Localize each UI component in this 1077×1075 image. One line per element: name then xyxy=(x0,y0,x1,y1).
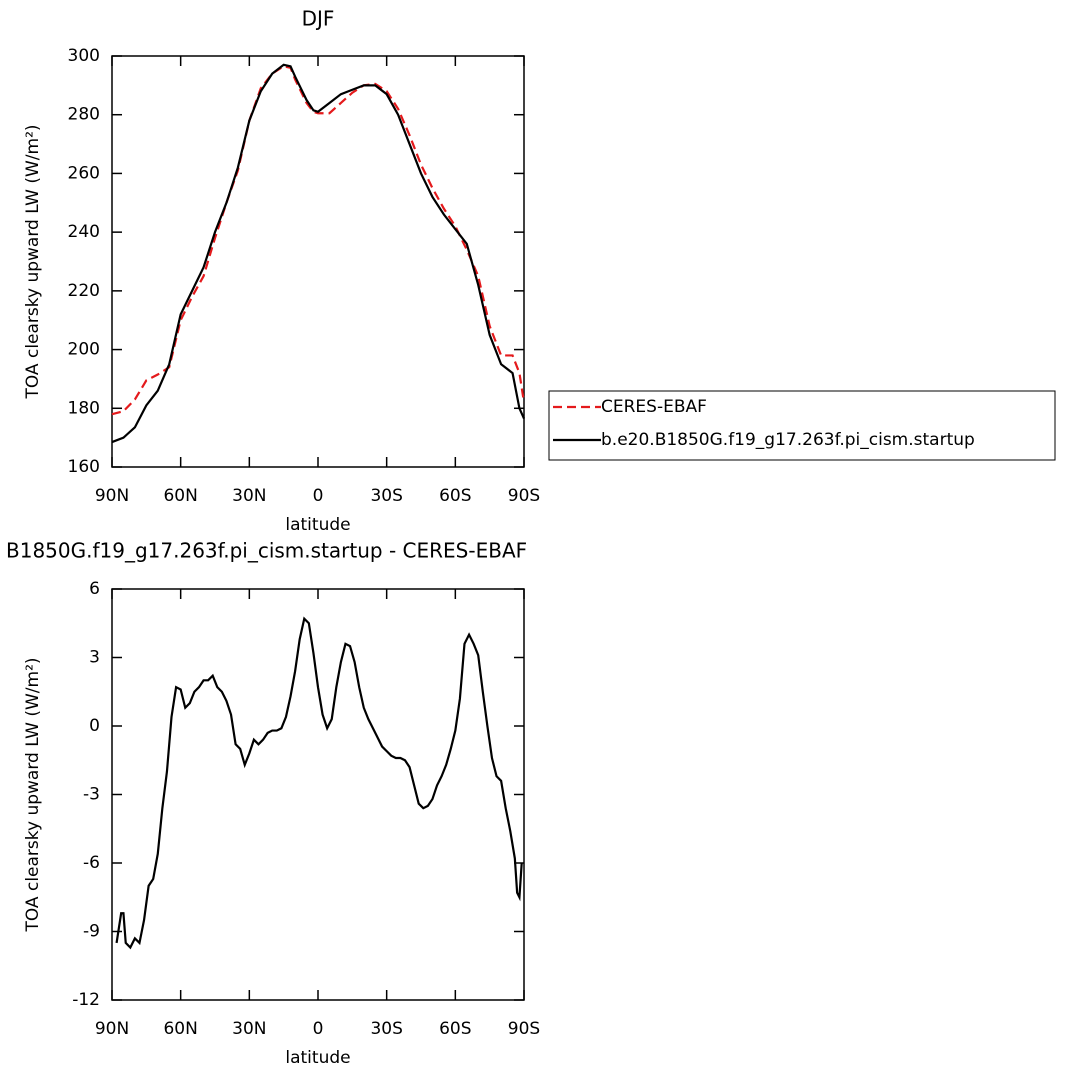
y-tick-label: -9 xyxy=(83,922,100,942)
x-tick-label: 90S xyxy=(508,486,540,506)
y-tick-label: 3 xyxy=(89,648,100,668)
legend-label: b.e20.B1850G.f19_g17.263f.pi_cism.startu… xyxy=(601,430,975,450)
chart-title: DJF xyxy=(302,7,335,31)
x-tick-label: 60N xyxy=(163,486,197,506)
data-line xyxy=(115,616,523,950)
y-axis-label: TOA clearsky upward LW (W/m²) xyxy=(23,124,43,399)
x-tick-label: 90N xyxy=(95,486,129,506)
x-tick-label: 30N xyxy=(232,1019,266,1039)
y-tick-label: 280 xyxy=(68,105,100,125)
y-tick-label: 0 xyxy=(89,716,100,736)
x-tick-label: 30S xyxy=(370,486,402,506)
plot-frame xyxy=(111,55,525,468)
x-tick-label: 0 xyxy=(313,486,324,506)
x-tick-label: 90S xyxy=(508,1019,540,1039)
x-tick-label: 0 xyxy=(313,1019,324,1039)
data-line xyxy=(111,63,526,444)
x-axis-label: latitude xyxy=(285,515,350,535)
y-tick-label: 240 xyxy=(68,222,100,242)
y-tick-label: 180 xyxy=(68,398,100,418)
plot-frame xyxy=(111,588,525,1001)
legend-box xyxy=(548,390,1056,461)
x-axis-label: latitude xyxy=(285,1048,350,1068)
x-tick-label: 60N xyxy=(163,1019,197,1039)
y-tick-label: -6 xyxy=(83,853,100,873)
data-line xyxy=(111,65,526,416)
y-tick-label: -3 xyxy=(83,785,100,805)
x-tick-label: 90N xyxy=(95,1019,129,1039)
y-tick-label: 200 xyxy=(68,340,100,360)
y-axis-label: TOA clearsky upward LW (W/m²) xyxy=(23,657,43,932)
x-tick-label: 60S xyxy=(439,486,471,506)
y-tick-label: 300 xyxy=(68,46,100,66)
y-tick-label: 220 xyxy=(68,281,100,301)
legend-label: CERES-EBAF xyxy=(601,397,707,417)
y-tick-label: 6 xyxy=(89,579,100,599)
x-tick-label: 60S xyxy=(439,1019,471,1039)
x-tick-label: 30N xyxy=(232,486,266,506)
y-tick-label: -12 xyxy=(72,990,100,1010)
y-tick-label: 160 xyxy=(68,457,100,477)
y-tick-label: 260 xyxy=(68,163,100,183)
chart-title: B1850G.f19_g17.263f.pi_cism.startup - CE… xyxy=(6,539,527,563)
x-tick-label: 30S xyxy=(370,1019,402,1039)
